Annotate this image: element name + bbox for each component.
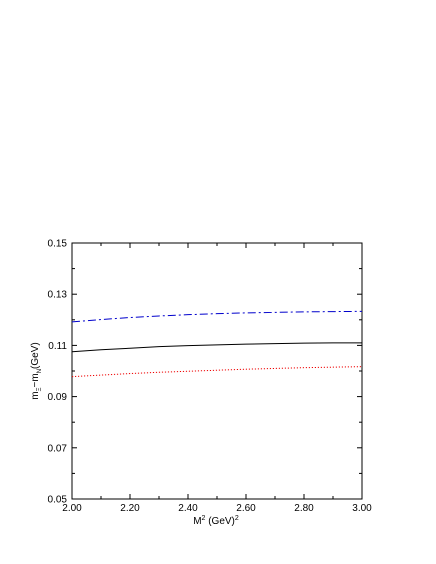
y-tick-label: 0.15 (48, 239, 68, 250)
series-line-2 (71, 342, 362, 353)
y-tick-label: 0.07 (48, 443, 68, 454)
x-tick-label: 2.60 (236, 503, 256, 514)
y-axis-label: mΞ−mN(GeV) (30, 342, 43, 399)
x-tick-label: 3.00 (352, 503, 372, 514)
y-tick-label: 0.09 (48, 392, 68, 403)
y-tick-label: 0.11 (48, 341, 67, 352)
plot-area (71, 310, 363, 378)
series-line-1 (71, 310, 363, 323)
y-tick-label: 0.05 (48, 495, 68, 506)
plot-frame (71, 242, 363, 500)
y-tick-label: 0.13 (48, 290, 68, 301)
x-axis-label: M2 (GeV)2 (193, 515, 239, 527)
x-tick-label: 2.20 (120, 503, 140, 514)
series-line-3 (71, 366, 363, 378)
x-tick-label: 2.00 (62, 503, 82, 514)
y-axis: 0.05 0.07 0.09 0.11 0.13 0.15 (48, 239, 362, 506)
x-axis: 2.00 2.20 2.40 2.60 2.80 3.00 (62, 243, 372, 514)
x-tick-label: 2.40 (178, 503, 198, 514)
x-tick-label: 2.80 (294, 503, 314, 514)
